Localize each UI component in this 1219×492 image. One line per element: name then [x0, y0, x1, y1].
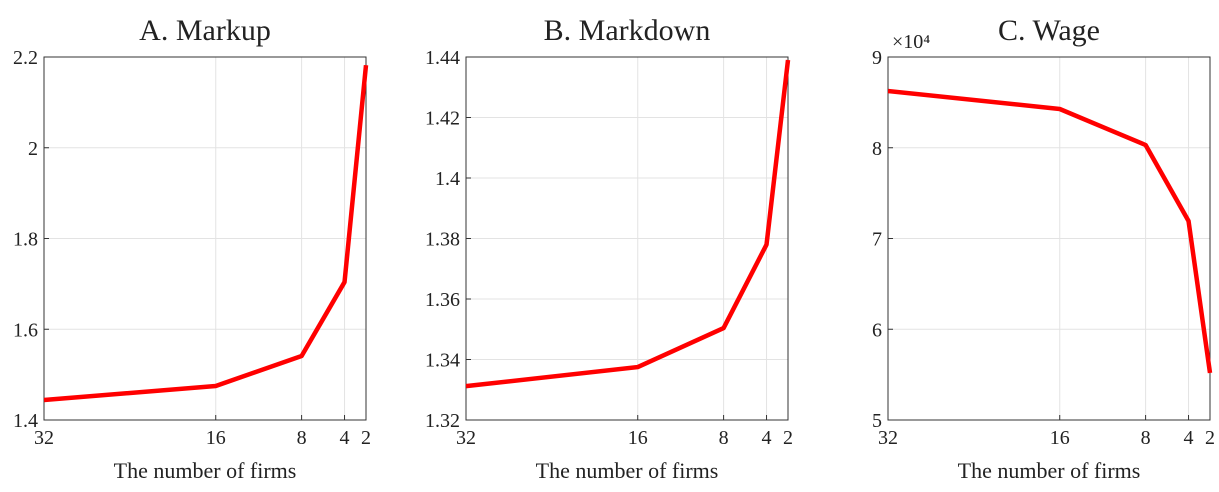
x-axis-label: The number of firms: [958, 458, 1141, 483]
x-tick-label: 8: [719, 427, 729, 449]
y-tick-label: 1.4: [435, 168, 460, 190]
x-axis-label: The number of firms: [114, 458, 297, 483]
y-tick-label: 1.36: [425, 289, 460, 311]
y-tick-label: 2.2: [13, 47, 38, 69]
axes-box: [43, 56, 367, 421]
x-tick-label: 32: [878, 427, 898, 449]
x-tick-label: 2: [783, 427, 793, 449]
y-tick-label: 1.4: [13, 410, 38, 432]
x-tick-label: 2: [1205, 427, 1215, 449]
x-axis-label: The number of firms: [536, 458, 719, 483]
y-tick-label: 1.34: [425, 350, 460, 372]
x-tick-label: 4: [1184, 427, 1194, 449]
chart-title: A. Markup: [139, 14, 271, 47]
y-tick-label: 1.6: [13, 319, 38, 341]
x-tick-label: 16: [206, 427, 226, 449]
y-tick-label: 1.42: [425, 108, 460, 130]
x-tick-label: 2: [361, 427, 371, 449]
x-tick-label: 16: [1050, 427, 1070, 449]
x-tick-label: 32: [34, 427, 54, 449]
x-tick-label: 4: [340, 427, 350, 449]
y-tick-label: 1.38: [425, 229, 460, 251]
y-tick-label: 5: [872, 410, 882, 432]
x-tick-label: 8: [297, 427, 307, 449]
axes-box: [887, 56, 1211, 421]
y-multiplier: ×10⁴: [892, 31, 930, 53]
chart-title: B. Markdown: [544, 14, 711, 47]
y-tick-label: 1.32: [425, 410, 460, 432]
chart-title: C. Wage: [998, 14, 1100, 47]
y-tick-label: 1.8: [13, 229, 38, 251]
y-tick-label: 1.44: [425, 47, 460, 69]
x-tick-label: 8: [1141, 427, 1151, 449]
x-tick-label: 16: [628, 427, 648, 449]
axes-box: [465, 56, 789, 421]
y-tick-label: 9: [872, 47, 882, 69]
y-tick-label: 8: [872, 138, 882, 160]
line-series: [465, 59, 791, 389]
y-tick-label: 2: [28, 138, 38, 160]
y-tick-label: 7: [872, 229, 882, 251]
line-series: [43, 64, 369, 403]
x-tick-label: 4: [762, 427, 772, 449]
y-tick-label: 6: [872, 319, 882, 341]
x-tick-label: 32: [456, 427, 476, 449]
line-series: [887, 88, 1213, 374]
